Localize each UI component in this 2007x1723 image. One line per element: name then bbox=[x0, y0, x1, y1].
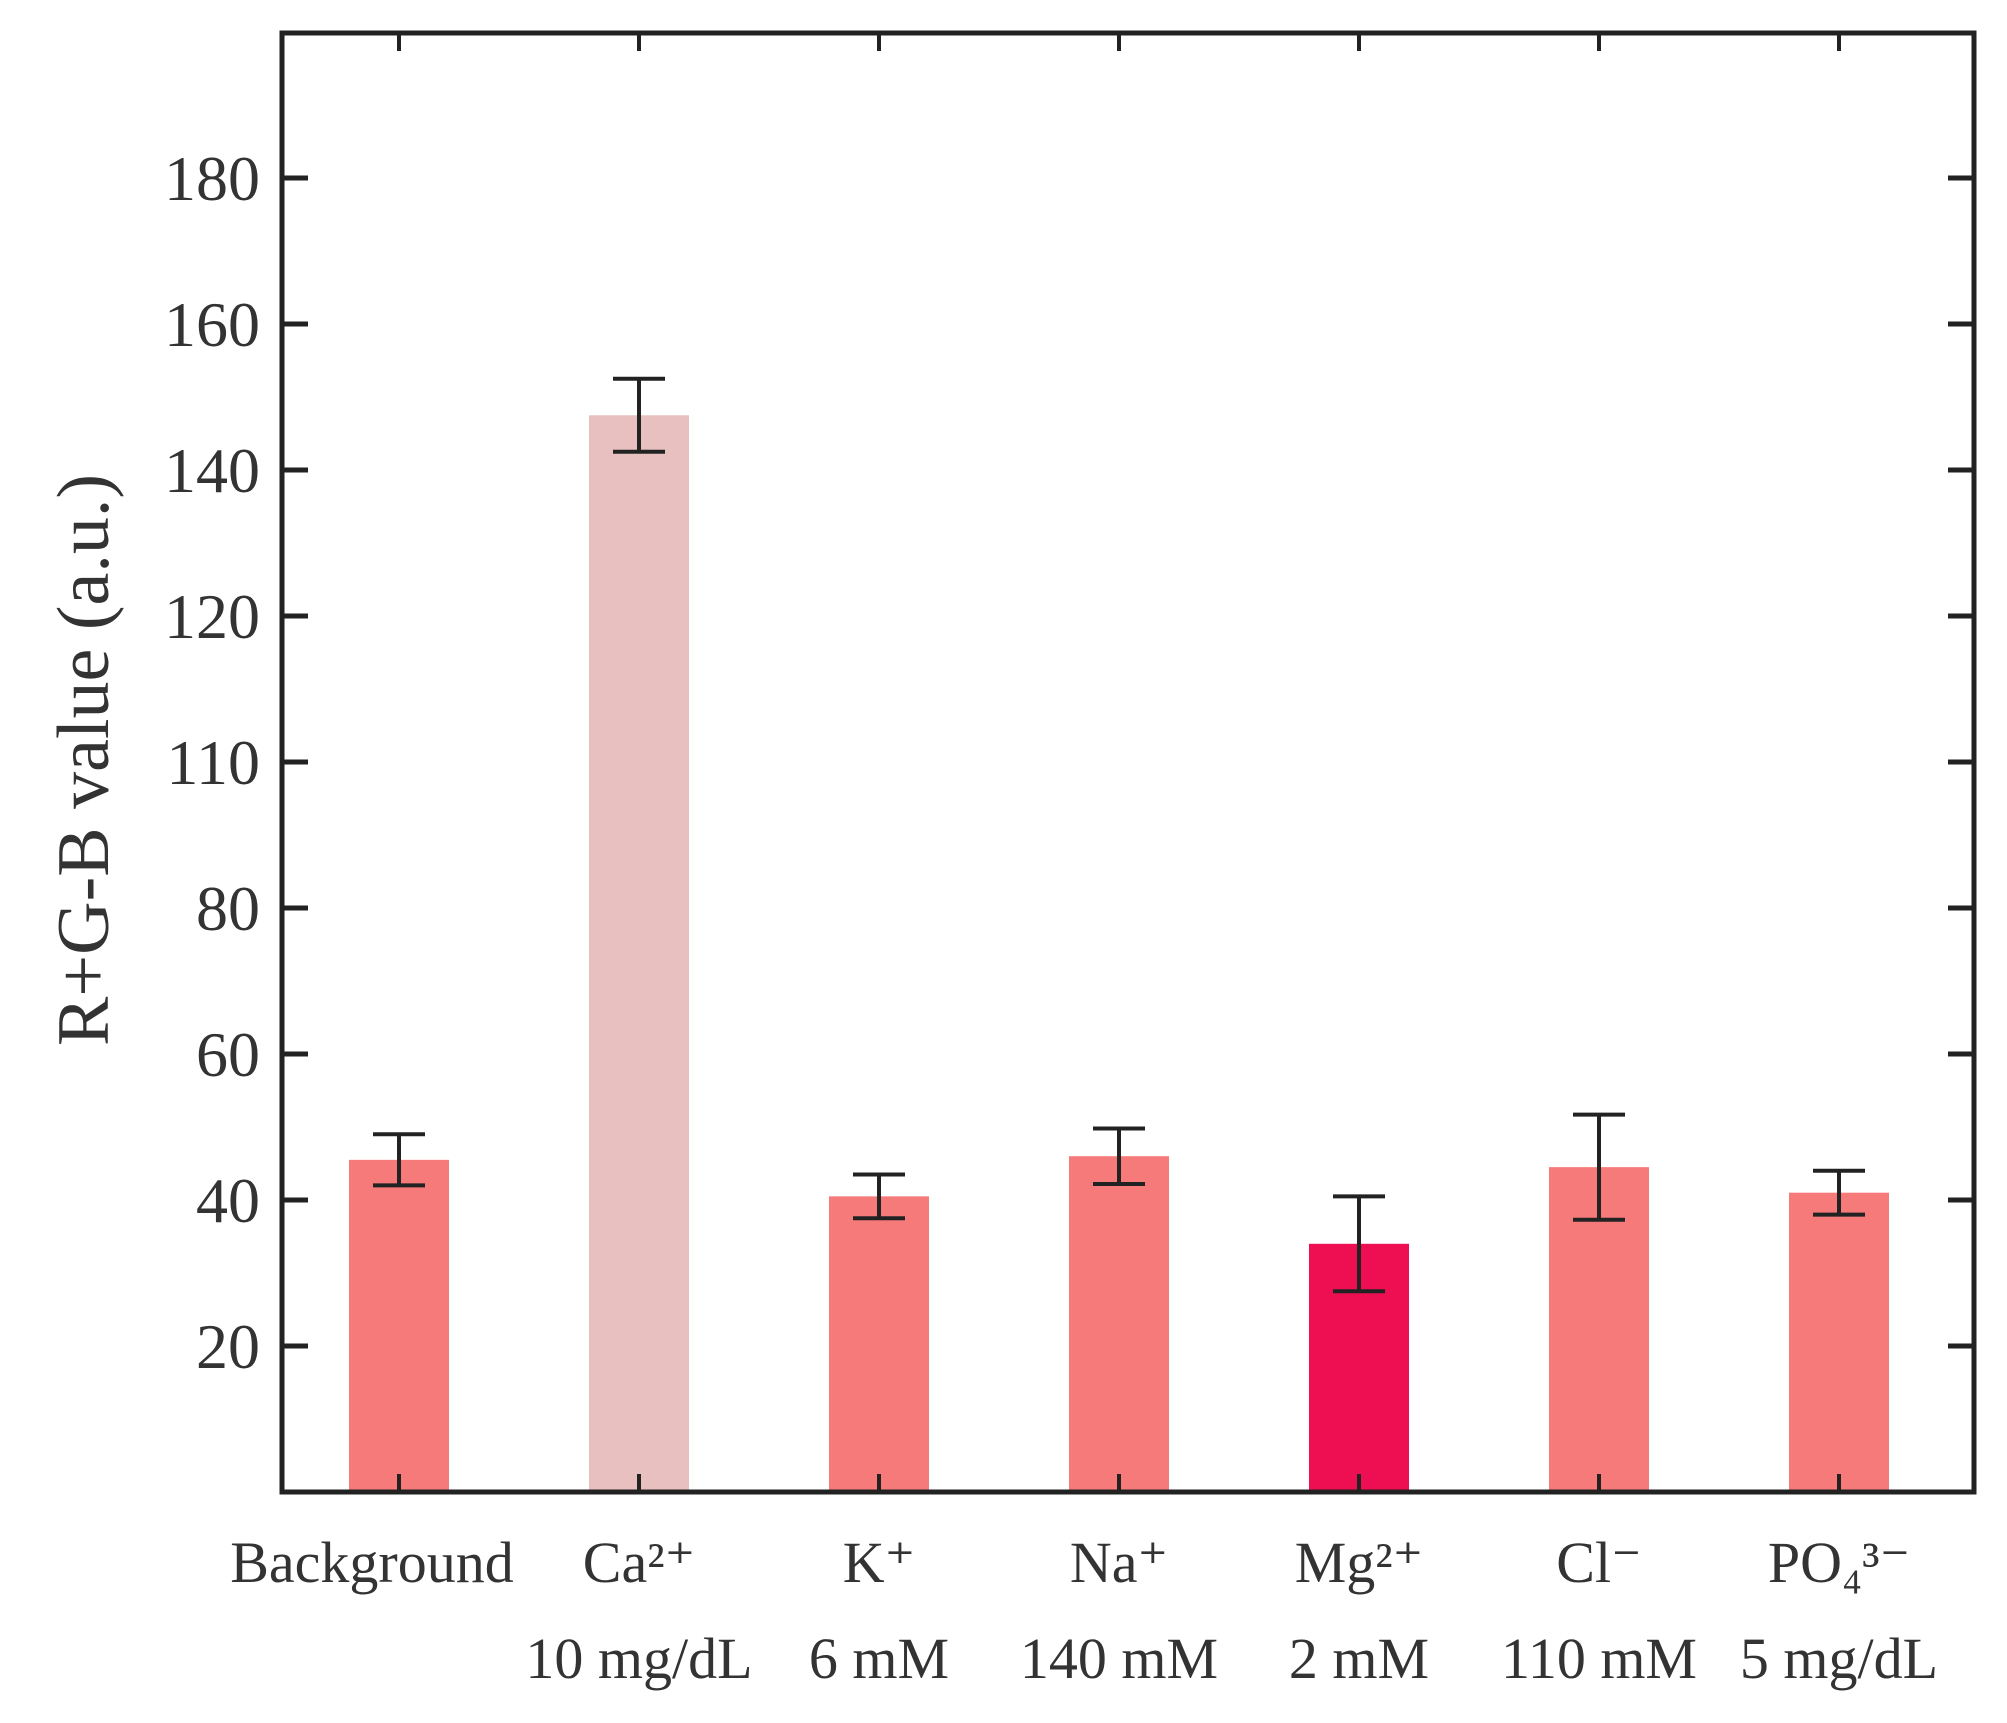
y-tick-label: 140 bbox=[164, 435, 260, 506]
y-tick-label: 20 bbox=[196, 1311, 260, 1382]
bars-group bbox=[349, 415, 1889, 1492]
error-bars-group bbox=[373, 376, 1865, 1294]
y-tick-label: 110 bbox=[166, 727, 260, 798]
y-tick-label: 80 bbox=[196, 873, 260, 944]
category-label: Background bbox=[230, 1530, 514, 1595]
y-tick-label: 40 bbox=[196, 1165, 260, 1236]
category-label: Mg²⁺ bbox=[1295, 1530, 1424, 1595]
category-labels-group: Background Ca²⁺ 10 mg/dL K⁺ 6 mM Na⁺ 140 mM Mg²… bbox=[230, 1530, 1938, 1691]
bar bbox=[1069, 1156, 1169, 1492]
plot-frame bbox=[279, 30, 1977, 1495]
y-tick-label: 60 bbox=[196, 1019, 260, 1090]
y-axis-title: R+G-B value (a.u.) bbox=[43, 474, 125, 1046]
category-sublabel: 10 mg/dL bbox=[525, 1626, 752, 1691]
bar bbox=[1789, 1192, 1889, 1492]
y-tick-label: 160 bbox=[164, 289, 260, 360]
y-ticks-group: 20 40 60 80 110 120 140 160 180 bbox=[164, 143, 1974, 1382]
category-label: Cl⁻ bbox=[1556, 1530, 1641, 1595]
category-label: PO₄³⁻ bbox=[1768, 1530, 1910, 1595]
category-label: Ca²⁺ bbox=[583, 1530, 695, 1595]
bar bbox=[829, 1196, 929, 1492]
category-label: K⁺ bbox=[843, 1530, 916, 1595]
bar bbox=[349, 1159, 449, 1492]
category-sublabel: 6 mM bbox=[809, 1626, 949, 1691]
category-sublabel: 110 mM bbox=[1501, 1626, 1697, 1691]
y-tick-label: 120 bbox=[164, 581, 260, 652]
category-sublabel: 5 mg/dL bbox=[1740, 1626, 1938, 1691]
category-sublabel: 2 mM bbox=[1289, 1626, 1429, 1691]
bar bbox=[589, 415, 689, 1492]
x-ticks-group bbox=[397, 33, 1841, 1492]
category-label: Na⁺ bbox=[1070, 1530, 1168, 1595]
y-tick-label: 180 bbox=[164, 143, 260, 214]
category-sublabel: 140 mM bbox=[1020, 1626, 1218, 1691]
